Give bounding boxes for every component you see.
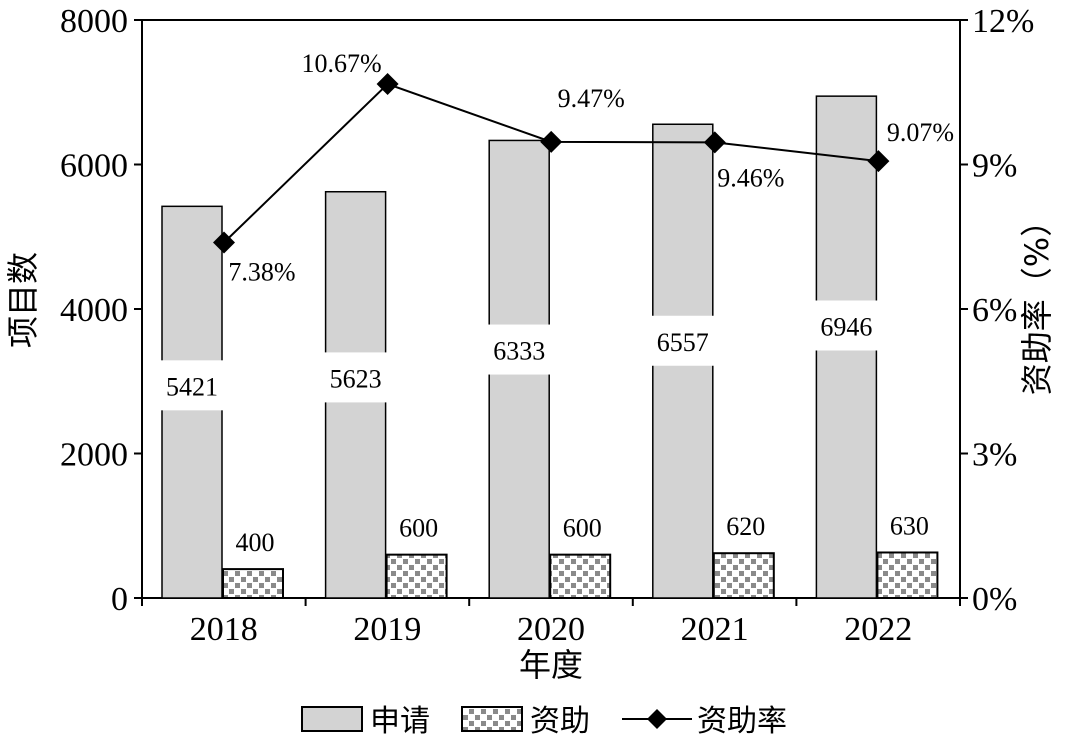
data-label-apply: 6946: [820, 312, 872, 341]
data-label-rate: 9.47%: [558, 84, 625, 113]
bar-fund: [876, 551, 939, 599]
data-label-fund: 400: [236, 528, 275, 557]
data-label-rate: 9.07%: [887, 118, 954, 147]
data-label-rate: 10.67%: [302, 49, 382, 78]
legend-swatch-apply: [301, 706, 363, 732]
x-tick-label: 2019: [353, 611, 421, 648]
rate-marker: [213, 231, 235, 254]
y2-axis-title: 资助率（%）: [1018, 205, 1056, 395]
data-label-bg: [156, 360, 228, 411]
y-axis-title: 项目数: [4, 252, 42, 348]
plot-area: 0 2000 4000 6000 8000 0% 3% 6% 9% 12% 2018 2019 2020…: [60, 3, 1034, 648]
legend-swatch-fund: [461, 706, 523, 732]
data-label-bg: [646, 315, 719, 366]
y2-tick-label: 12%: [972, 3, 1034, 40]
y2-tick-label: 3%: [972, 437, 1017, 474]
data-label-bg: [319, 352, 392, 403]
legend-label-fund: 资助: [530, 704, 590, 739]
x-tick-label: 2020: [517, 611, 585, 648]
data-label-apply: 5623: [330, 364, 382, 393]
legend-label-rate: 资助率: [697, 704, 787, 739]
legend-label-apply: 申请: [370, 704, 430, 739]
y-tick-label: 0: [111, 581, 128, 618]
legend-marker-rate: [647, 709, 667, 729]
y2-tick-label: 6%: [972, 292, 1017, 329]
data-label-fund: 620: [726, 512, 765, 541]
data-label-bg: [483, 324, 556, 375]
data-label-fund: 600: [563, 514, 602, 543]
data-label-apply: 6557: [657, 328, 709, 357]
data-label-bg: [810, 300, 883, 351]
x-tick-label: 2021: [681, 611, 749, 648]
y-tick-label: 8000: [60, 3, 128, 40]
data-label-apply: 6333: [493, 337, 545, 366]
bar-fund: [549, 553, 612, 600]
data-label-fund: 600: [399, 514, 438, 543]
data-label-apply: 5421: [166, 372, 218, 401]
rate-marker: [867, 150, 890, 173]
y-tick-label: 6000: [60, 148, 128, 185]
data-label-fund: 630: [890, 511, 929, 540]
data-label-rate: 9.46%: [717, 163, 784, 192]
rate-marker: [540, 130, 563, 153]
x-tick-label: 2018: [190, 611, 258, 648]
y-tick-label: 2000: [60, 437, 128, 474]
legend: 申请 资助 资助率: [301, 704, 787, 739]
bar-fund: [385, 553, 448, 600]
bar-fund: [222, 568, 284, 599]
data-label-rate: 7.38%: [228, 258, 295, 287]
rate-marker: [376, 73, 399, 96]
rate-marker: [703, 131, 726, 154]
y2-tick-label: 0%: [972, 581, 1017, 618]
bar-fund: [712, 552, 775, 600]
x-axis-title: 年度: [519, 646, 583, 684]
x-tick-label: 2022: [844, 611, 912, 648]
y-tick-label: 4000: [60, 292, 128, 329]
y2-tick-label: 9%: [972, 148, 1017, 185]
